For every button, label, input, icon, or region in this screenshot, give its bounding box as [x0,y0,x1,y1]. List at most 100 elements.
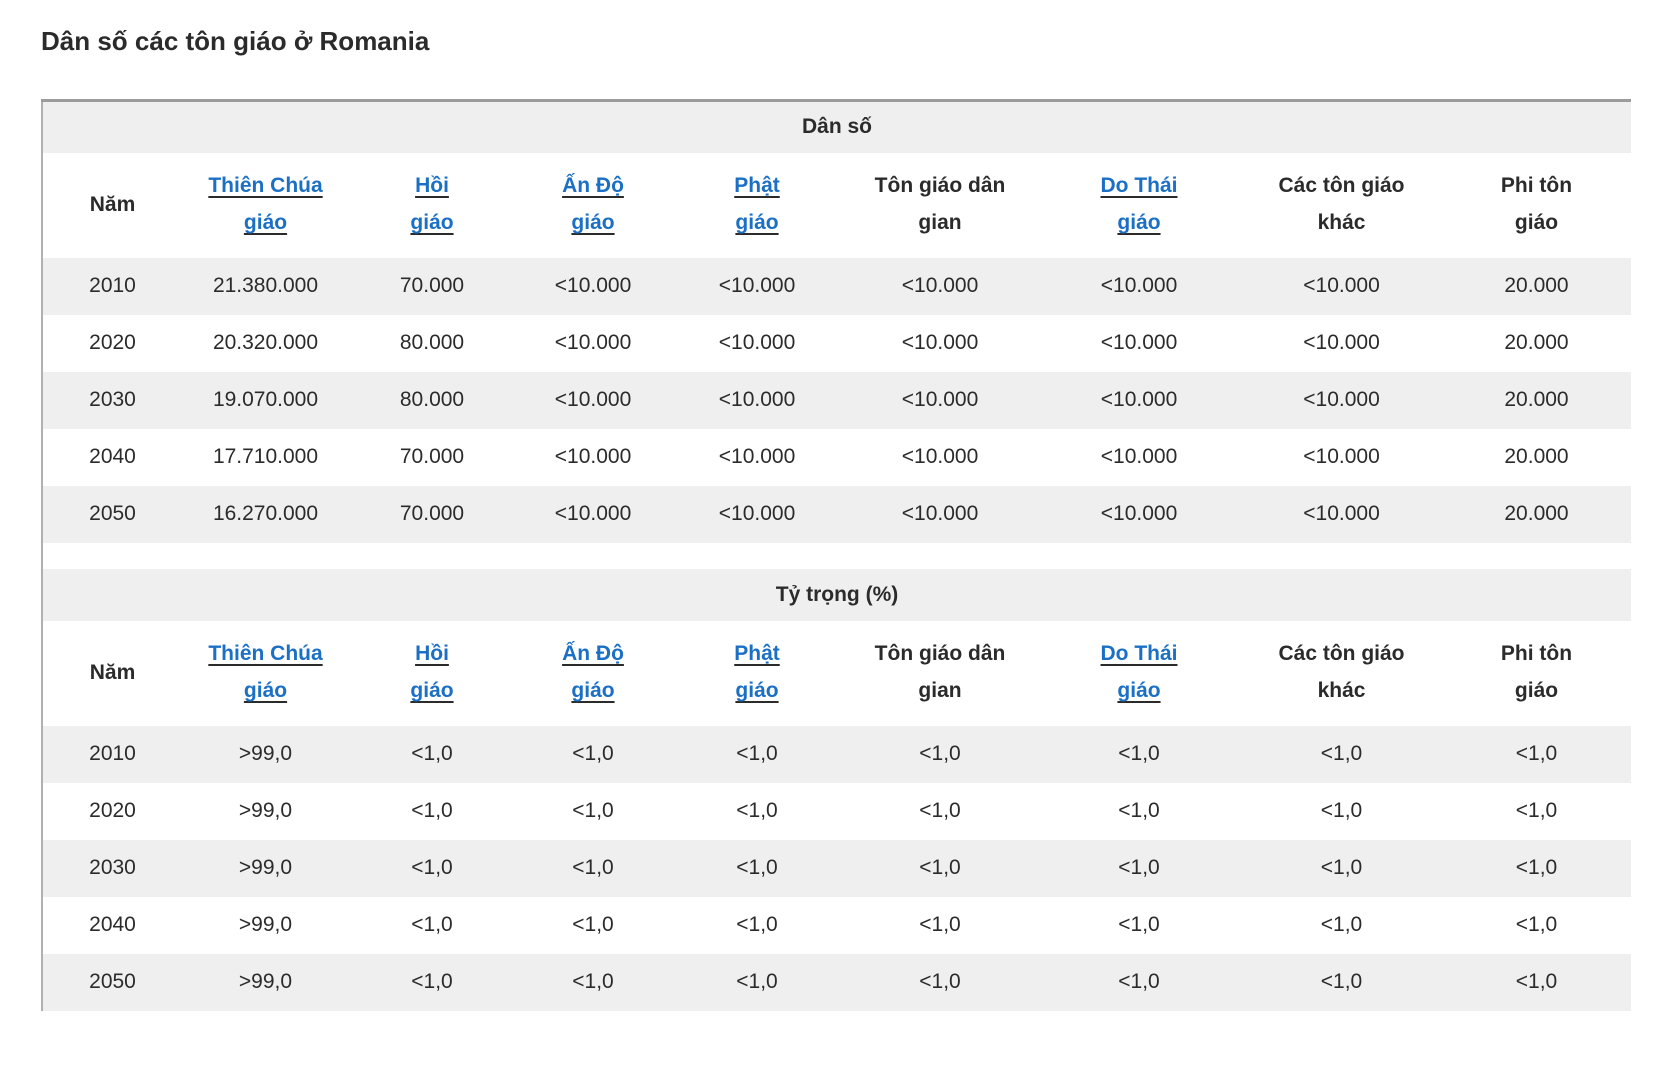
page: Dân số các tôn giáo ở Romania Dân số Năm… [41,26,1631,1011]
column-header-phat-giao: Phật giáo [671,152,843,258]
column-header-hoi-giao: Hồi giáo [349,152,515,258]
value-cell-phi-ton-giao: 20.000 [1442,257,1631,315]
column-header-do-thai-giao: Do Thái giáo [1037,620,1241,726]
year-cell: 2040 [42,428,182,486]
value-cell-hoi-giao: 70.000 [349,485,515,543]
table-row-percentage-2030: 2030 >99,0 <1,0 <1,0 <1,0 <1,0 <1,0 <1,0 <1,0 [42,839,1631,897]
value-cell-do-thai-giao: <10.000 [1037,371,1241,429]
column-label-cac-ton-giao-khac: Các tôn giáo khác [1278,642,1405,702]
column-link-an-do-giao[interactable]: Ấn Độ giáo [562,642,624,702]
column-header-do-thai-giao: Do Thái giáo [1037,152,1241,258]
value-cell-cac-ton-giao-khac: <10.000 [1241,257,1442,315]
value-cell-thien-chua-giao: >99,0 [182,839,349,897]
value-cell-phat-giao: <10.000 [671,314,843,372]
value-cell-phat-giao: <10.000 [671,371,843,429]
column-label-phi-ton-giao: Phi tôn giáo [1500,642,1573,702]
value-cell-do-thai-giao: <10.000 [1037,257,1241,315]
value-cell-cac-ton-giao-khac: <10.000 [1241,371,1442,429]
year-cell: 2020 [42,782,182,840]
year-cell: 2020 [42,314,182,372]
column-link-phat-giao[interactable]: Phật giáo [734,642,780,702]
value-cell-hoi-giao: 70.000 [349,257,515,315]
value-cell-do-thai-giao: <10.000 [1037,314,1241,372]
column-link-phat-giao[interactable]: Phật giáo [734,174,780,234]
value-cell-phi-ton-giao: 20.000 [1442,314,1631,372]
value-cell-phat-giao: <1,0 [671,839,843,897]
spacer-row [42,542,1631,569]
column-link-hoi-giao[interactable]: Hồi giáo [410,642,454,702]
year-cell: 2030 [42,839,182,897]
value-cell-ton-giao-dan-gian: <1,0 [843,953,1037,1011]
value-cell-phi-ton-giao: <1,0 [1442,839,1631,897]
value-cell-an-do-giao: <1,0 [515,782,671,840]
value-cell-an-do-giao: <10.000 [515,428,671,486]
value-cell-thien-chua-giao: 19.070.000 [182,371,349,429]
religion-population-table: Dân số Năm Thiên Chúa giáo Hồi giáo Ấn Độ g… [41,99,1631,1011]
value-cell-ton-giao-dan-gian: <10.000 [843,371,1037,429]
column-header-cac-ton-giao-khac: Các tôn giáo khác [1241,152,1442,258]
value-cell-cac-ton-giao-khac: <1,0 [1241,953,1442,1011]
table-row-population-2040: 2040 17.710.000 70.000 <10.000 <10.000 <10.00… [42,428,1631,486]
section-title-percentage: Tỷ trọng (%) [42,568,1631,621]
column-link-hoi-giao[interactable]: Hồi giáo [410,174,454,234]
value-cell-thien-chua-giao: 20.320.000 [182,314,349,372]
value-cell-phat-giao: <10.000 [671,428,843,486]
value-cell-cac-ton-giao-khac: <1,0 [1241,725,1442,783]
value-cell-cac-ton-giao-khac: <10.000 [1241,428,1442,486]
value-cell-thien-chua-giao: >99,0 [182,953,349,1011]
table-row-population-2020: 2020 20.320.000 80.000 <10.000 <10.000 <10.00… [42,314,1631,372]
value-cell-an-do-giao: <10.000 [515,257,671,315]
value-cell-phat-giao: <1,0 [671,896,843,954]
value-cell-ton-giao-dan-gian: <10.000 [843,428,1037,486]
column-link-thien-chua-giao[interactable]: Thiên Chúa giáo [208,642,323,702]
value-cell-do-thai-giao: <10.000 [1037,428,1241,486]
value-cell-an-do-giao: <1,0 [515,896,671,954]
column-header-hoi-giao: Hồi giáo [349,620,515,726]
section-gap [42,542,1631,569]
value-cell-cac-ton-giao-khac: <1,0 [1241,839,1442,897]
table-row-percentage-2010: 2010 >99,0 <1,0 <1,0 <1,0 <1,0 <1,0 <1,0 <1,0 [42,725,1631,783]
column-header-an-do-giao: Ấn Độ giáo [515,152,671,258]
value-cell-phi-ton-giao: 20.000 [1442,428,1631,486]
table-row-percentage-2020: 2020 >99,0 <1,0 <1,0 <1,0 <1,0 <1,0 <1,0 <1,0 [42,782,1631,840]
value-cell-ton-giao-dan-gian: <1,0 [843,725,1037,783]
column-link-do-thai-giao[interactable]: Do Thái giáo [1100,174,1178,234]
column-link-thien-chua-giao[interactable]: Thiên Chúa giáo [208,174,323,234]
value-cell-phi-ton-giao: <1,0 [1442,782,1631,840]
value-cell-hoi-giao: <1,0 [349,725,515,783]
value-cell-hoi-giao: <1,0 [349,953,515,1011]
column-header-cac-ton-giao-khac: Các tôn giáo khác [1241,620,1442,726]
value-cell-phat-giao: <10.000 [671,257,843,315]
value-cell-ton-giao-dan-gian: <10.000 [843,485,1037,543]
table-row-population-2050: 2050 16.270.000 70.000 <10.000 <10.000 <10.00… [42,485,1631,543]
value-cell-phi-ton-giao: 20.000 [1442,371,1631,429]
section-header-population: Dân số [42,100,1631,153]
value-cell-thien-chua-giao: >99,0 [182,896,349,954]
value-cell-do-thai-giao: <1,0 [1037,725,1241,783]
table-row-population-2010: 2010 21.380.000 70.000 <10.000 <10.000 <10.00… [42,257,1631,315]
value-cell-cac-ton-giao-khac: <10.000 [1241,485,1442,543]
column-link-an-do-giao[interactable]: Ấn Độ giáo [562,174,624,234]
table-row-percentage-2040: 2040 >99,0 <1,0 <1,0 <1,0 <1,0 <1,0 <1,0 <1,0 [42,896,1631,954]
value-cell-ton-giao-dan-gian: <1,0 [843,896,1037,954]
value-cell-hoi-giao: <1,0 [349,839,515,897]
column-label-ton-giao-dan-gian: Tôn giáo dân gian [874,642,1006,702]
value-cell-do-thai-giao: <1,0 [1037,896,1241,954]
value-cell-cac-ton-giao-khac: <1,0 [1241,782,1442,840]
column-header-phat-giao: Phật giáo [671,620,843,726]
column-label-ton-giao-dan-gian: Tôn giáo dân gian [874,174,1006,234]
value-cell-thien-chua-giao: >99,0 [182,782,349,840]
value-cell-phat-giao: <1,0 [671,953,843,1011]
spacer-cell [42,542,1631,569]
value-cell-phi-ton-giao: <1,0 [1442,953,1631,1011]
value-cell-phat-giao: <10.000 [671,485,843,543]
year-cell: 2050 [42,485,182,543]
column-header-thien-chua-giao: Thiên Chúa giáo [182,152,349,258]
value-cell-ton-giao-dan-gian: <1,0 [843,782,1037,840]
section-percentage: Tỷ trọng (%) Năm Thiên Chúa giáo Hồi giáo Ấ… [42,568,1631,1011]
value-cell-ton-giao-dan-gian: <1,0 [843,839,1037,897]
value-cell-hoi-giao: <1,0 [349,896,515,954]
column-link-do-thai-giao[interactable]: Do Thái giáo [1100,642,1178,702]
value-cell-thien-chua-giao: 21.380.000 [182,257,349,315]
value-cell-hoi-giao: 80.000 [349,314,515,372]
